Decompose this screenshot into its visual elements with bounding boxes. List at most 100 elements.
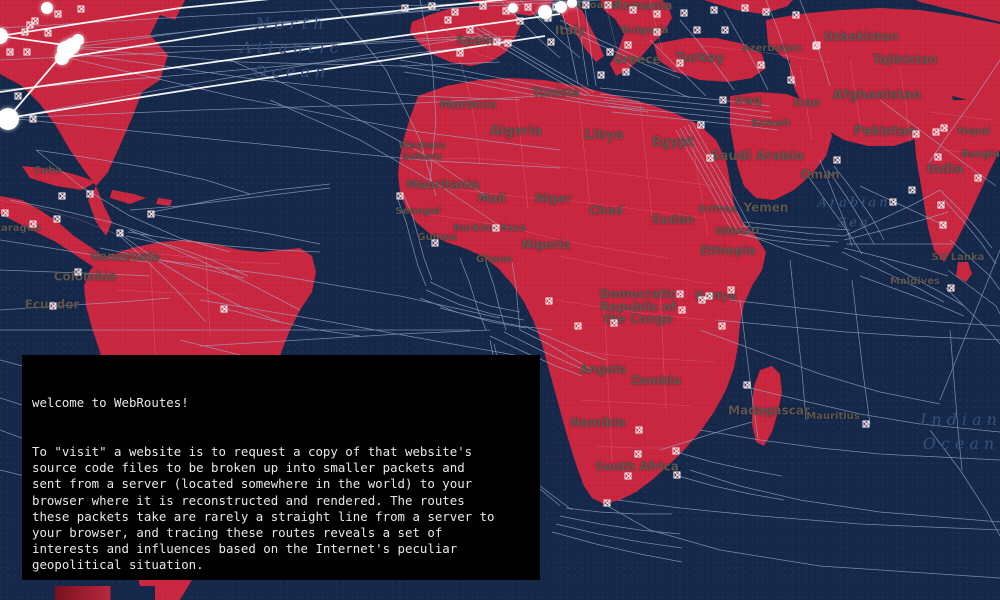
- cable-landing-marker[interactable]: [939, 221, 947, 229]
- traceroute-hop-node[interactable]: [0, 28, 8, 44]
- cable-landing-marker[interactable]: [719, 96, 727, 104]
- cable-landing-marker[interactable]: [932, 128, 940, 136]
- cable-landing-marker[interactable]: [937, 201, 945, 209]
- cable-landing-marker[interactable]: [23, 48, 31, 56]
- cable-landing-marker[interactable]: [743, 381, 751, 389]
- traceroute-hop-node[interactable]: [508, 3, 518, 13]
- cable-landing-marker[interactable]: [672, 447, 680, 455]
- cable-landing-marker[interactable]: [220, 305, 228, 313]
- cable-landing-marker[interactable]: [974, 174, 982, 182]
- cable-landing-marker[interactable]: [947, 284, 955, 292]
- cable-landing-marker[interactable]: [762, 8, 770, 16]
- info-paragraph-1: To "visit" a website is to request a cop…: [32, 444, 495, 573]
- cable-landing-marker[interactable]: [862, 420, 870, 428]
- cable-landing-marker[interactable]: [697, 121, 705, 129]
- cable-landing-marker[interactable]: [706, 154, 714, 162]
- cable-landing-marker[interactable]: [727, 286, 735, 294]
- cable-landing-marker[interactable]: [428, 2, 436, 10]
- cable-landing-marker[interactable]: [787, 76, 795, 84]
- cable-landing-marker[interactable]: [74, 268, 82, 276]
- cable-landing-marker[interactable]: [693, 26, 701, 34]
- cable-landing-marker[interactable]: [516, 17, 524, 25]
- cable-landing-marker[interactable]: [26, 21, 34, 29]
- cable-landing-marker[interactable]: [757, 61, 765, 69]
- cable-landing-marker[interactable]: [6, 48, 14, 56]
- cable-landing-marker[interactable]: [444, 16, 452, 24]
- cable-landing-marker[interactable]: [524, 3, 532, 11]
- cable-landing-marker[interactable]: [77, 5, 85, 13]
- cable-landing-marker[interactable]: [680, 9, 688, 17]
- cable-landing-marker[interactable]: [545, 297, 553, 305]
- cable-landing-marker[interactable]: [456, 49, 464, 57]
- cable-landing-marker[interactable]: [1, 209, 9, 217]
- cable-landing-marker[interactable]: [889, 198, 897, 206]
- cable-landing-marker[interactable]: [610, 319, 618, 327]
- cable-landing-marker[interactable]: [634, 450, 642, 458]
- cable-landing-marker[interactable]: [582, 1, 590, 9]
- cable-landing-marker[interactable]: [116, 229, 124, 237]
- traceroute-hop-node[interactable]: [72, 34, 84, 46]
- cable-landing-marker[interactable]: [908, 186, 916, 194]
- cable-landing-marker[interactable]: [940, 124, 948, 132]
- cable-landing-marker[interactable]: [492, 224, 500, 232]
- cable-landing-marker[interactable]: [504, 39, 512, 47]
- cable-landing-marker[interactable]: [21, 28, 29, 36]
- cable-landing-marker[interactable]: [741, 4, 749, 12]
- cable-landing-marker[interactable]: [14, 92, 22, 100]
- cable-landing-marker[interactable]: [29, 220, 37, 228]
- cable-landing-marker[interactable]: [934, 153, 942, 161]
- cable-landing-marker[interactable]: [718, 322, 726, 330]
- cable-landing-marker[interactable]: [401, 4, 409, 12]
- traceroute-hop-node[interactable]: [538, 5, 552, 19]
- cable-landing-marker[interactable]: [86, 190, 94, 198]
- cable-landing-marker[interactable]: [813, 41, 821, 49]
- cable-landing-marker[interactable]: [653, 28, 661, 36]
- cable-landing-marker[interactable]: [606, 48, 614, 56]
- cable-landing-marker[interactable]: [710, 6, 718, 14]
- cable-landing-marker[interactable]: [912, 130, 920, 138]
- cable-landing-marker[interactable]: [624, 472, 632, 480]
- traceroute-hop-node[interactable]: [555, 1, 567, 13]
- cable-landing-marker[interactable]: [792, 11, 800, 19]
- cable-landing-marker[interactable]: [698, 296, 706, 304]
- cable-landing-marker[interactable]: [49, 302, 57, 310]
- cable-landing-marker[interactable]: [493, 38, 501, 46]
- cable-landing-marker[interactable]: [44, 29, 52, 37]
- cable-landing-marker[interactable]: [466, 26, 474, 34]
- info-panel: welcome to WebRoutes! To "visit" a websi…: [22, 355, 540, 580]
- cable-landing-marker[interactable]: [635, 426, 643, 434]
- cable-landing-marker[interactable]: [603, 499, 611, 507]
- cable-landing-marker[interactable]: [479, 2, 487, 10]
- cable-landing-marker[interactable]: [673, 471, 681, 479]
- browser-window-strip[interactable]: [55, 586, 155, 600]
- cable-landing-marker[interactable]: [705, 292, 713, 300]
- cable-landing-marker[interactable]: [396, 192, 404, 200]
- cable-landing-marker[interactable]: [676, 290, 684, 298]
- cable-landing-marker[interactable]: [597, 71, 605, 79]
- cable-landing-marker[interactable]: [29, 115, 37, 123]
- traceroute-hop-node[interactable]: [41, 2, 53, 14]
- cable-landing-marker[interactable]: [31, 17, 39, 25]
- cable-landing-marker[interactable]: [147, 210, 155, 218]
- cable-landing-marker[interactable]: [676, 59, 684, 67]
- cable-landing-marker[interactable]: [833, 156, 841, 164]
- cable-landing-marker[interactable]: [721, 26, 729, 34]
- cable-landing-marker[interactable]: [547, 38, 555, 46]
- cable-landing-marker[interactable]: [431, 239, 439, 247]
- cable-landing-marker[interactable]: [604, 1, 612, 9]
- cable-landing-marker[interactable]: [624, 41, 632, 49]
- cable-landing-marker[interactable]: [58, 192, 66, 200]
- traceroute-hop-node[interactable]: [567, 0, 577, 8]
- cable-landing-marker[interactable]: [53, 215, 61, 223]
- cable-landing-marker[interactable]: [622, 68, 630, 76]
- traceroute-hop-node[interactable]: [0, 108, 19, 130]
- cable-landing-marker[interactable]: [54, 10, 62, 18]
- cable-landing-marker[interactable]: [451, 8, 459, 16]
- cable-landing-marker[interactable]: [653, 10, 661, 18]
- traceroute-hop-node[interactable]: [55, 51, 69, 65]
- cable-landing-marker[interactable]: [678, 306, 686, 314]
- cable-landing-marker[interactable]: [574, 322, 582, 330]
- cable-landing-marker[interactable]: [629, 6, 637, 14]
